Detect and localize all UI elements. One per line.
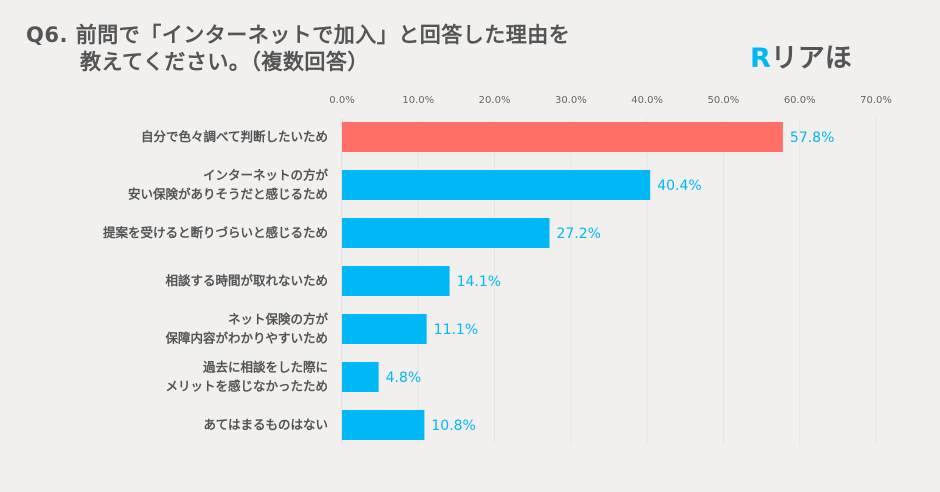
category-label: 提案を受けると断りづらいと感じるため (103, 225, 328, 240)
x-tick-label: 10.0% (402, 95, 434, 106)
x-tick-label: 20.0% (479, 95, 511, 106)
category-label: メリットを感じなかったため (165, 379, 328, 394)
value-label: 10.8% (431, 418, 475, 434)
x-tick-label: 30.0% (555, 95, 587, 106)
logo: Rリアほ (750, 36, 852, 75)
category-label: インターネットの方が (203, 168, 329, 183)
chart-title: Q6. 前問で「インターネットで加入」と回答した理由を 教えてください。（複数回… (26, 22, 570, 76)
title-line-2: 教えてください。（複数回答） (80, 50, 369, 74)
logo-text: リアほ (770, 43, 852, 74)
value-label: 4.8% (386, 370, 422, 386)
bar (342, 410, 425, 440)
value-label: 57.8% (790, 130, 834, 146)
x-tick-label: 60.0% (784, 95, 816, 106)
category-label: あてはまるものはない (203, 417, 328, 432)
x-tick-label: 40.0% (631, 95, 663, 106)
bar (342, 122, 783, 152)
value-label: 11.1% (434, 322, 478, 338)
category-label: 相談する時間が取れないため (165, 273, 328, 288)
category-label: 過去に相談をした際に (202, 360, 328, 375)
x-tick-label: 50.0% (708, 95, 740, 106)
category-label: 安い保険がありそうだと感じるため (128, 187, 328, 202)
bar (342, 170, 651, 200)
title-line-1: Q6. 前問で「インターネットで加入」と回答した理由を (26, 23, 571, 47)
bar (342, 362, 379, 392)
value-label: 27.2% (556, 226, 600, 242)
category-label: ネット保険の方が (228, 312, 329, 327)
value-label: 40.4% (657, 178, 701, 194)
category-label: 保障内容がわかりやすいため (164, 331, 328, 346)
logo-mark: R (750, 43, 771, 74)
bar (342, 266, 450, 296)
category-label: 自分で色々調べて判断したいため (141, 129, 328, 144)
value-label: 14.1% (457, 274, 501, 290)
bar (342, 314, 427, 344)
x-tick-label: 70.0% (860, 95, 892, 106)
bar (342, 218, 550, 248)
x-tick-label: 0.0% (329, 95, 354, 106)
